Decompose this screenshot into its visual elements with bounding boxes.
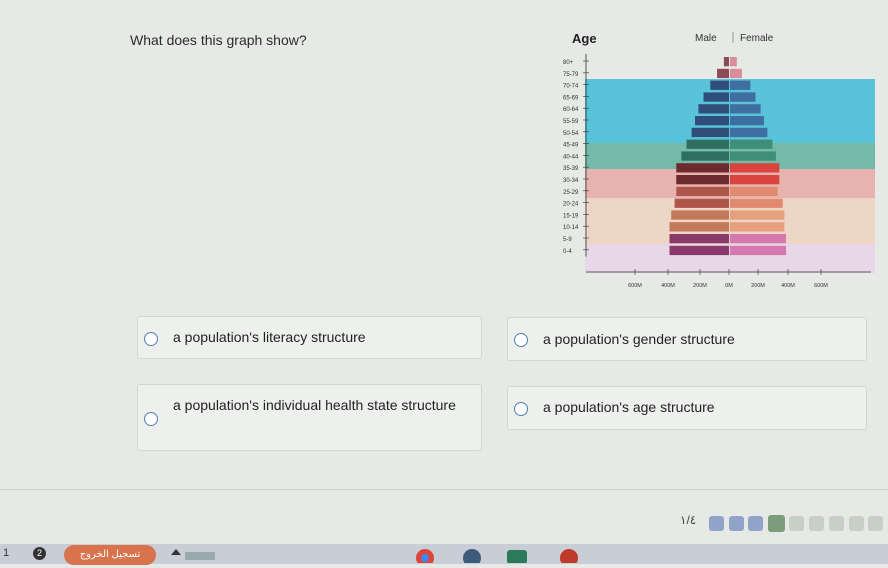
option-gender-structure[interactable]: a population's gender structure [507,317,867,361]
bar-female [730,127,768,138]
question-text: What does this graph show? [130,32,307,48]
app-icon-3[interactable] [558,547,580,568]
bar-male [698,104,729,114]
bar-male [723,57,729,67]
x-tick-label: 200M [693,283,707,289]
bar-male [676,186,729,197]
option-label: a population's individual health state s… [173,397,456,413]
bar-male [676,175,729,185]
upload-icon[interactable] [170,547,222,568]
bar-male [695,116,729,126]
progress-step [748,516,763,531]
bar-female [730,68,742,79]
option-health-state-structure[interactable]: a population's individual health state s… [137,384,482,451]
age-tick-label: 80+ [563,60,574,66]
age-tick-label: 70-74 [563,84,579,90]
bar-male [669,234,729,244]
age-tick-label: 40-44 [563,154,579,160]
bar-female [730,139,773,149]
x-tick-label: 600M [814,283,828,289]
app-icon-1[interactable] [461,547,483,568]
x-tick-label: 0M [725,283,733,289]
age-tick-label: 0-4 [563,249,572,255]
age-tick-label: 20-24 [563,202,579,208]
progress-step [809,516,824,531]
bar-female [730,80,751,90]
progress-step [849,516,864,531]
age-tick-label: 30-34 [563,178,579,184]
age-tick-label: 50-54 [563,131,579,137]
bar-male [717,68,729,79]
taskbar: 1 2 تسجيل الخروج [0,544,888,567]
radio-icon[interactable] [144,332,158,346]
legend-male: Male [695,33,717,44]
logout-button-label: تسجيل الخروج [79,549,141,560]
notification-badge[interactable]: 2 [33,547,46,560]
progress-step [709,516,724,531]
legend-female: Female [740,33,774,44]
taskbar-number: 1 [3,547,10,559]
bar-male [669,222,729,232]
option-age-structure[interactable]: a population's age structure [507,386,867,430]
age-axis-title: Age [572,31,597,46]
progress-step [829,516,844,531]
age-tick-label: 60-64 [563,107,579,113]
bar-female [730,234,787,244]
logout-button[interactable]: تسجيل الخروج [64,545,156,565]
option-literacy-structure[interactable]: a population's literacy structure [137,316,482,359]
population-pyramid: 80+ 75-79 70-74 65-69 60-64 55-59 50-54 45-49 40… [563,31,875,289]
bar-female [730,92,756,102]
bar-female [730,175,780,185]
bar-female [730,116,764,126]
bar-male [681,151,729,161]
progress-step [789,516,804,531]
bar-female [730,163,780,173]
x-tick-label: 400M [661,283,675,289]
age-tick-label: 25-29 [563,190,579,196]
page-indicator: ١/٤ [680,513,697,527]
bar-female [730,104,761,114]
bar-male [671,210,729,220]
bar-male [674,198,729,208]
age-tick-label: 75-79 [563,72,579,78]
age-tick-label: 15-19 [563,213,579,219]
progress-step [868,516,883,531]
age-tick-label: 5-9 [563,237,572,243]
bar-female [730,222,785,232]
x-tick-label: 200M [751,283,765,289]
bar-male [691,127,729,138]
bar-male [669,245,729,256]
app-icon-2[interactable] [506,547,528,568]
bar-female [730,151,776,161]
bar-male [710,80,729,90]
bar-male [703,92,729,102]
radio-icon[interactable] [144,412,158,426]
age-tick-label: 35-39 [563,166,579,172]
divider [0,489,888,490]
bar-female [730,186,778,197]
bar-male [686,139,729,149]
age-tick-label: 65-69 [563,95,579,101]
age-tick-label: 55-59 [563,119,579,125]
bar-female [730,210,785,220]
age-tick-label: 45-49 [563,143,579,149]
option-label: a population's gender structure [543,331,735,347]
bar-female [730,245,787,256]
progress-step [768,515,785,532]
radio-icon[interactable] [514,402,528,416]
x-tick-label: 600M [628,283,642,289]
bar-male [676,163,729,173]
bar-female [730,57,737,67]
chrome-icon[interactable] [414,547,436,568]
bar-female [730,198,783,208]
radio-icon[interactable] [514,333,528,347]
option-label: a population's literacy structure [173,329,366,345]
option-label: a population's age structure [543,399,715,415]
age-tick-label: 10-14 [563,225,579,231]
x-tick-label: 400M [781,283,795,289]
progress-step [729,516,744,531]
